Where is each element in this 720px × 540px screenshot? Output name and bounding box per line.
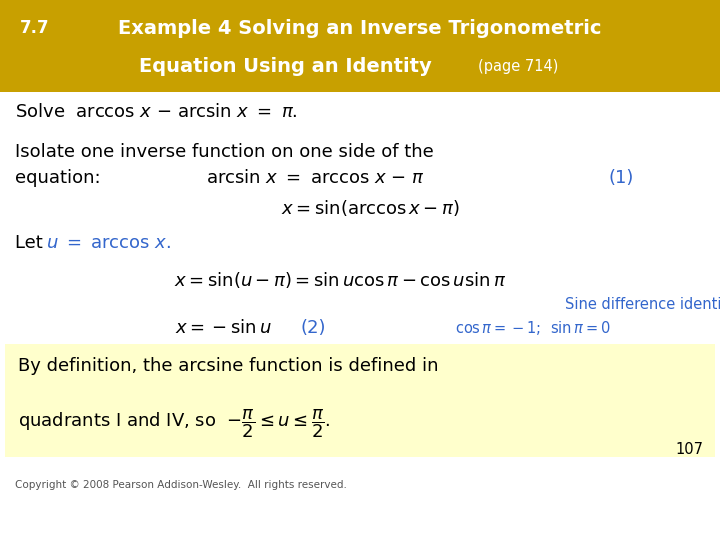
Text: (page 714): (page 714) [478,58,559,73]
Text: $\cos\pi = -1$;  $\sin\pi = 0$: $\cos\pi = -1$; $\sin\pi = 0$ [455,319,611,337]
Text: (1): (1) [608,169,634,187]
Text: 107: 107 [675,442,703,456]
Text: (2): (2) [300,319,325,337]
Text: $u$: $u$ [46,234,58,252]
Text: quadrants I and IV, so  $-\dfrac{\pi}{2} \leq u \leq \dfrac{\pi}{2}$.: quadrants I and IV, so $-\dfrac{\pi}{2} … [18,408,330,440]
Text: Copyright © 2008 Pearson Addison-Wesley.  All rights reserved.: Copyright © 2008 Pearson Addison-Wesley.… [15,480,347,490]
Text: $x = \sin(u - \pi) = \sin u \cos\pi - \cos u \sin\pi$: $x = \sin(u - \pi) = \sin u \cos\pi - \c… [174,270,506,290]
Bar [5,344,715,457]
Text: By definition, the arcsine function is defined in: By definition, the arcsine function is d… [18,357,438,375]
Text: $=$ arccos $x$.: $=$ arccos $x$. [57,234,171,252]
Text: 7.7: 7.7 [20,19,50,37]
Text: Isolate one inverse function on one side of the: Isolate one inverse function on one side… [15,143,433,161]
Text: Example 4 Solving an Inverse Trigonometric: Example 4 Solving an Inverse Trigonometr… [118,18,602,37]
Text: Equation Using an Identity: Equation Using an Identity [139,57,431,76]
Text: Solve  arccos $x$ $-$ arcsin $x$ $=$ $\pi$.: Solve arccos $x$ $-$ arcsin $x$ $=$ $\pi… [15,103,298,121]
Text: arcsin $x$ $=$ arccos $x$ $-$ $\pi$: arcsin $x$ $=$ arccos $x$ $-$ $\pi$ [206,169,424,187]
Text: Let: Let [15,234,48,252]
Bar [0,0,720,92]
Text: $x = \sin(\mathrm{arccos}\, x - \pi)$: $x = \sin(\mathrm{arccos}\, x - \pi)$ [281,198,459,218]
Text: equation:: equation: [15,169,101,187]
Text: $x = -\sin u$: $x = -\sin u$ [175,319,271,337]
Text: Sine difference identity: Sine difference identity [565,298,720,313]
